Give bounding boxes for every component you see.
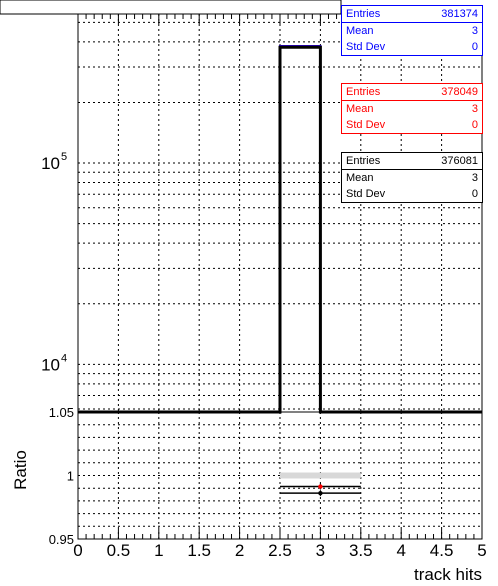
ratio-error-band	[280, 472, 361, 479]
x-tick-label: 4.5	[430, 541, 454, 560]
stats-label: Entries	[346, 155, 381, 167]
stats-value: 0	[471, 41, 478, 53]
stats-row: Entries 376081	[342, 153, 482, 169]
stats-row: Mean 3	[342, 169, 482, 186]
stats-box: Entries 376081 Mean 3 Std Dev 0	[341, 152, 483, 203]
stats-label: Mean	[346, 25, 374, 37]
x-tick-label: 2.5	[268, 541, 292, 560]
x-tick-label: 3	[316, 541, 325, 560]
stats-label: Entries	[346, 8, 381, 20]
stats-label: Std Dev	[346, 188, 386, 200]
y-tick-label-lower: 1.05	[49, 405, 74, 420]
ratio-point	[318, 490, 323, 496]
stats-label: Std Dev	[346, 119, 386, 131]
stats-value: 3	[471, 103, 478, 115]
stats-row: Std Dev 0	[342, 117, 482, 133]
y-axis-title-ratio: Ratio	[11, 450, 30, 490]
title-frame	[0, 0, 342, 15]
stats-value: 0	[471, 119, 478, 131]
stats-value: 378049	[441, 86, 478, 98]
y-tick-exponent: 5	[61, 151, 67, 163]
stats-value: 381374	[441, 8, 478, 20]
stats-row: Mean 3	[342, 100, 482, 117]
stats-label: Mean	[346, 103, 374, 115]
x-tick-label: 3.5	[349, 541, 373, 560]
stats-row: Entries 381374	[342, 6, 482, 22]
y-tick-label-upper: 10	[41, 154, 60, 173]
stats-value: 3	[471, 25, 478, 37]
x-tick-label: 0.5	[107, 541, 131, 560]
x-tick-label: 0	[73, 541, 82, 560]
stats-row: Std Dev 0	[342, 186, 482, 202]
y-tick-label-upper: 10	[41, 355, 60, 374]
x-tick-label: 1	[154, 541, 163, 560]
x-tick-label: 2	[235, 541, 244, 560]
x-tick-label: 4	[396, 541, 405, 560]
stats-value: 3	[471, 172, 478, 184]
stats-box: Entries 378049 Mean 3 Std Dev 0	[341, 83, 483, 134]
stats-label: Entries	[346, 86, 381, 98]
ratio-point	[318, 484, 323, 489]
y-tick-label-lower: 0.95	[49, 532, 74, 547]
lower-grid	[78, 412, 482, 539]
stats-value: 0	[471, 188, 478, 200]
x-tick-label: 1.5	[187, 541, 211, 560]
x-tick-label: 5	[477, 541, 486, 560]
stats-row: Entries 378049	[342, 84, 482, 100]
stats-row: Std Dev 0	[342, 39, 482, 55]
stats-label: Mean	[346, 172, 374, 184]
stats-row: Mean 3	[342, 22, 482, 39]
x-axis-title: track hits	[414, 565, 482, 584]
stats-value: 376081	[441, 155, 478, 167]
lower-ratio-content	[280, 472, 361, 497]
stats-label: Std Dev	[346, 41, 386, 53]
y-tick-label-lower: 1	[67, 469, 74, 484]
y-tick-exponent: 4	[61, 352, 67, 364]
stats-box: Entries 381374 Mean 3 Std Dev 0	[341, 5, 483, 56]
